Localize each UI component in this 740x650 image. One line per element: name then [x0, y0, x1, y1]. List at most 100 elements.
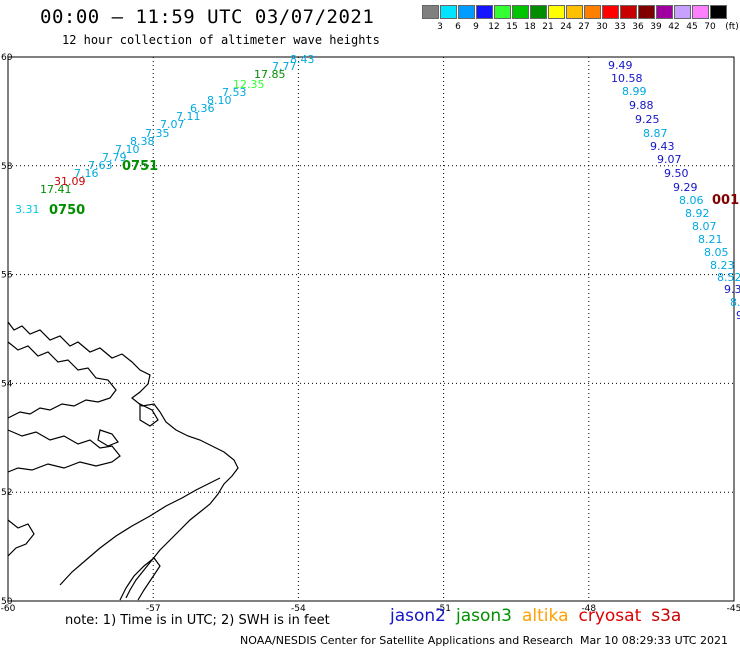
legend-label: 18 — [524, 22, 536, 32]
legend-label: 39 — [650, 22, 662, 32]
legend-swatch — [674, 5, 691, 19]
wave-height-label: 17.41 — [40, 183, 72, 196]
legend-swatch — [602, 5, 619, 19]
wave-height-label: 8.99 — [622, 85, 647, 98]
wave-height-label: 7.07 — [160, 118, 185, 131]
credit-line: NOAA/NESDIS Center for Satellite Applica… — [240, 634, 574, 647]
wave-height-label: 7.63 — [88, 159, 113, 172]
wave-height-label: 9.88 — [629, 99, 654, 112]
wave-height-label: 17.85 — [254, 68, 286, 81]
legend-swatch — [656, 5, 673, 19]
satellite-name: s3a — [651, 606, 682, 626]
wave-height-label: 9.25 — [635, 113, 660, 126]
legend-label: 15 — [506, 22, 518, 32]
wave-height-label: 31.09 — [54, 175, 86, 188]
legend-swatch — [512, 5, 529, 19]
legend-label: 12 — [488, 22, 500, 32]
lon-tick-label: -60 — [1, 604, 16, 614]
legend-label: 33 — [614, 22, 626, 32]
lat-tick-label: 52 — [1, 488, 12, 498]
graticule — [7, 56, 735, 602]
wave-height-label: 8. — [730, 296, 740, 309]
wave-height-label: 7.11 — [176, 110, 201, 123]
lon-tick-label: -57 — [146, 604, 161, 614]
wave-height-label: 9.07 — [657, 153, 682, 166]
map-subtitle: 12 hour collection of altimeter wave hei… — [62, 33, 380, 47]
legend-swatch — [476, 5, 493, 19]
legend-label: 21 — [542, 22, 554, 32]
legend-label: 27 — [578, 22, 590, 32]
wave-height-label: 9.50 — [664, 167, 689, 180]
wave-height-label: 8.38 — [130, 135, 155, 148]
lat-tick-label: 50 — [1, 597, 13, 607]
legend-label: 9 — [473, 22, 479, 32]
legend-unit: (ft) — [725, 22, 739, 32]
satellite-name: altika — [522, 606, 569, 626]
map-frame — [7, 56, 735, 602]
legend-label: 36 — [632, 22, 644, 32]
axis-tick-labels: -60 -57 -54 -51 -48 -45 50 52 54 56 58 60 — [1, 53, 740, 614]
legend-label: 6 — [455, 22, 461, 32]
lon-tick-label: -48 — [581, 604, 596, 614]
wave-height-label: 8.43 — [290, 53, 315, 66]
wave-height-label: 7.79 — [102, 151, 127, 164]
legend-swatch — [494, 5, 511, 19]
satellite-legend: jason2 jason3 altika cryosat s3a — [390, 606, 691, 626]
wave-height-label: 9.43 — [650, 140, 675, 153]
legend-swatch — [530, 5, 547, 19]
legend-swatch — [692, 5, 709, 19]
legend-label: 30 — [596, 22, 608, 32]
wave-height-label: 6.36 — [190, 102, 215, 115]
wave-height-label: 8.23 — [710, 259, 735, 272]
wave-height-label: 7.16 — [74, 167, 99, 180]
legend-swatch — [422, 5, 439, 19]
satellite-track-west[interactable]: 3.3117.4131.097.167.637.797.108.387.357.… — [15, 53, 315, 218]
wave-height-label: 10.58 — [611, 72, 643, 85]
pass-time-label: 001 — [712, 193, 739, 208]
legend-swatch — [548, 5, 565, 19]
map-title: 00:00 – 11:59 UTC 03/07/2021 — [40, 6, 375, 28]
wave-height-label: 8.87 — [643, 127, 668, 140]
wave-height-label: 7.35 — [145, 127, 170, 140]
pass-time-label: 0751 — [122, 159, 158, 174]
legend-swatch — [440, 5, 457, 19]
satellite-name: cryosat — [578, 606, 642, 626]
wave-height-label: 8.10 — [207, 94, 232, 107]
legend-swatch — [566, 5, 583, 19]
wave-height-label: 8.05 — [704, 246, 729, 259]
lat-tick-label: 58 — [1, 162, 13, 172]
wave-height-label: 7.53 — [222, 86, 247, 99]
wave-height-label: 8.52 — [717, 271, 740, 284]
legend-swatch — [584, 5, 601, 19]
units-note: note: 1) Time is in UTC; 2) SWH is in fe… — [65, 613, 330, 628]
wave-height-label: 9.3 — [724, 283, 740, 296]
wave-height-label: 8.06 — [679, 194, 704, 207]
wave-height-label: 8.07 — [692, 220, 717, 233]
coastline — [7, 321, 239, 601]
generated-timestamp: Mar 10 08:29:33 UTC 2021 — [580, 634, 728, 647]
legend-swatch — [458, 5, 475, 19]
legend-label: 70 — [704, 22, 716, 32]
lon-tick-label: -54 — [291, 604, 306, 614]
legend-label: 42 — [668, 22, 680, 32]
legend-label: 24 — [560, 22, 572, 32]
lon-tick-label: -51 — [436, 604, 451, 614]
pass-time-label: 0750 — [49, 203, 85, 218]
legend-label: 3 — [437, 22, 443, 32]
wave-height-label: 8.92 — [685, 207, 710, 220]
wave-height-label: 3.31 — [15, 203, 40, 216]
wave-height-label: 7.77 — [272, 60, 297, 73]
legend-swatch — [620, 5, 637, 19]
wave-height-label: 8.21 — [698, 233, 723, 246]
wave-height-label: 9.29 — [673, 181, 698, 194]
lat-tick-label: 54 — [1, 379, 13, 389]
lon-tick-label: -45 — [727, 604, 740, 614]
legend-label: 45 — [686, 22, 698, 32]
legend-swatch — [710, 5, 727, 19]
satellite-track-east[interactable]: 9.4910.588.999.889.258.879.439.079.509.2… — [608, 59, 740, 322]
satellite-name: jason3 — [456, 606, 512, 626]
wave-height-label: 7.10 — [115, 143, 140, 156]
legend-swatch — [638, 5, 655, 19]
satellite-name: jason2 — [390, 606, 446, 626]
